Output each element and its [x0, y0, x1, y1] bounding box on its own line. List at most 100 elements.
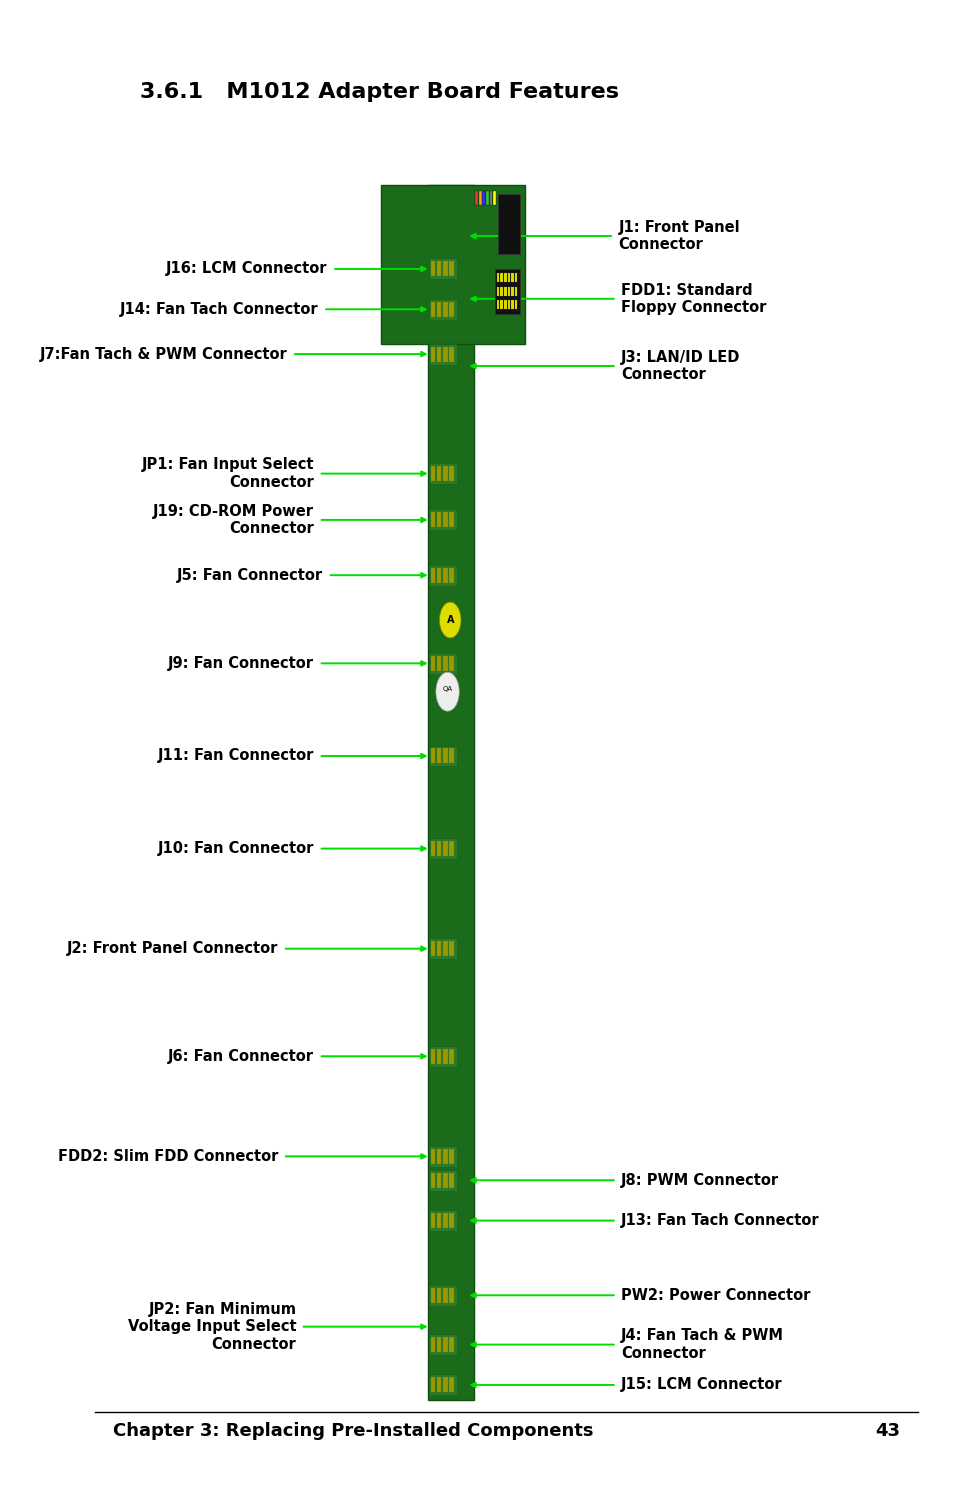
Bar: [449, 1149, 454, 1164]
Bar: [449, 1049, 454, 1064]
Bar: [428, 1046, 456, 1067]
Bar: [427, 185, 473, 1400]
Text: Chapter 3: Replacing Pre-Installed Components: Chapter 3: Replacing Pre-Installed Compo…: [112, 1422, 593, 1440]
Bar: [436, 1149, 441, 1164]
Text: J1: Front Panel
Connector: J1: Front Panel Connector: [618, 220, 740, 252]
Text: J6: Fan Connector: J6: Fan Connector: [168, 1049, 314, 1064]
Bar: [511, 273, 514, 282]
Bar: [428, 344, 456, 365]
Bar: [430, 748, 435, 763]
Bar: [475, 191, 477, 205]
Circle shape: [439, 602, 460, 638]
Bar: [482, 191, 485, 205]
Bar: [428, 1170, 456, 1191]
Text: J15: LCM Connector: J15: LCM Connector: [620, 1377, 782, 1392]
Bar: [428, 1334, 456, 1355]
Bar: [436, 466, 441, 481]
Bar: [428, 299, 456, 320]
Bar: [428, 565, 456, 586]
Bar: [514, 287, 517, 296]
Bar: [442, 1049, 447, 1064]
Bar: [428, 463, 456, 484]
Bar: [428, 509, 456, 530]
Text: J7:Fan Tach & PWM Connector: J7:Fan Tach & PWM Connector: [40, 347, 287, 362]
Text: J14: Fan Tach Connector: J14: Fan Tach Connector: [120, 302, 318, 317]
Bar: [442, 1337, 447, 1352]
Bar: [442, 261, 447, 276]
Bar: [428, 258, 456, 279]
Bar: [436, 1288, 441, 1303]
Bar: [449, 841, 454, 856]
Bar: [503, 287, 506, 296]
Bar: [449, 1213, 454, 1228]
Bar: [507, 287, 510, 296]
Bar: [430, 1213, 435, 1228]
Bar: [430, 568, 435, 583]
Bar: [514, 300, 517, 309]
Text: JP1: Fan Input Select
Connector: JP1: Fan Input Select Connector: [142, 457, 314, 490]
Bar: [497, 300, 499, 309]
Bar: [497, 287, 499, 296]
Bar: [430, 841, 435, 856]
Text: J4: Fan Tach & PWM
Connector: J4: Fan Tach & PWM Connector: [620, 1328, 783, 1361]
Bar: [429, 303, 452, 318]
Bar: [442, 302, 447, 317]
Bar: [436, 941, 441, 956]
Bar: [442, 941, 447, 956]
Bar: [449, 1337, 454, 1352]
Bar: [430, 1337, 435, 1352]
Bar: [442, 656, 447, 671]
Bar: [449, 466, 454, 481]
Text: JP2: Fan Minimum
Voltage Input Select
Connector: JP2: Fan Minimum Voltage Input Select Co…: [128, 1301, 296, 1352]
Bar: [449, 568, 454, 583]
Bar: [442, 748, 447, 763]
Bar: [449, 1173, 454, 1188]
Text: J16: LCM Connector: J16: LCM Connector: [166, 261, 327, 276]
Bar: [428, 1210, 456, 1231]
Bar: [428, 653, 456, 674]
Text: J2: Front Panel Connector: J2: Front Panel Connector: [67, 941, 278, 956]
Bar: [514, 273, 517, 282]
Bar: [449, 512, 454, 527]
Bar: [442, 568, 447, 583]
Bar: [511, 287, 514, 296]
Bar: [493, 191, 496, 205]
Bar: [511, 300, 514, 309]
Bar: [442, 466, 447, 481]
Bar: [430, 1173, 435, 1188]
Bar: [449, 748, 454, 763]
Bar: [430, 261, 435, 276]
Bar: [430, 466, 435, 481]
Bar: [449, 1288, 454, 1303]
Text: J11: Fan Connector: J11: Fan Connector: [157, 748, 314, 763]
Bar: [485, 191, 488, 205]
Text: J3: LAN/ID LED
Connector: J3: LAN/ID LED Connector: [620, 350, 740, 382]
Text: J9: Fan Connector: J9: Fan Connector: [168, 656, 314, 671]
Bar: [428, 938, 456, 959]
Text: QA: QA: [442, 686, 452, 692]
Bar: [478, 191, 481, 205]
Text: J5: Fan Connector: J5: Fan Connector: [177, 568, 323, 583]
Bar: [381, 185, 524, 344]
Bar: [430, 941, 435, 956]
Bar: [428, 1146, 456, 1167]
Bar: [497, 194, 519, 254]
Text: J13: Fan Tach Connector: J13: Fan Tach Connector: [620, 1213, 819, 1228]
Bar: [436, 1377, 441, 1392]
Bar: [428, 746, 456, 766]
Bar: [442, 841, 447, 856]
Bar: [499, 300, 502, 309]
Bar: [499, 287, 502, 296]
Bar: [449, 261, 454, 276]
Text: FDD1: Standard
Floppy Connector: FDD1: Standard Floppy Connector: [620, 282, 765, 315]
Bar: [436, 748, 441, 763]
Bar: [436, 568, 441, 583]
Bar: [430, 1149, 435, 1164]
Text: 3.6.1   M1012 Adapter Board Features: 3.6.1 M1012 Adapter Board Features: [139, 82, 618, 102]
Bar: [442, 512, 447, 527]
Bar: [442, 347, 447, 362]
Text: J19: CD-ROM Power
Connector: J19: CD-ROM Power Connector: [153, 503, 314, 536]
Bar: [429, 347, 452, 362]
Bar: [449, 941, 454, 956]
Bar: [428, 838, 456, 859]
